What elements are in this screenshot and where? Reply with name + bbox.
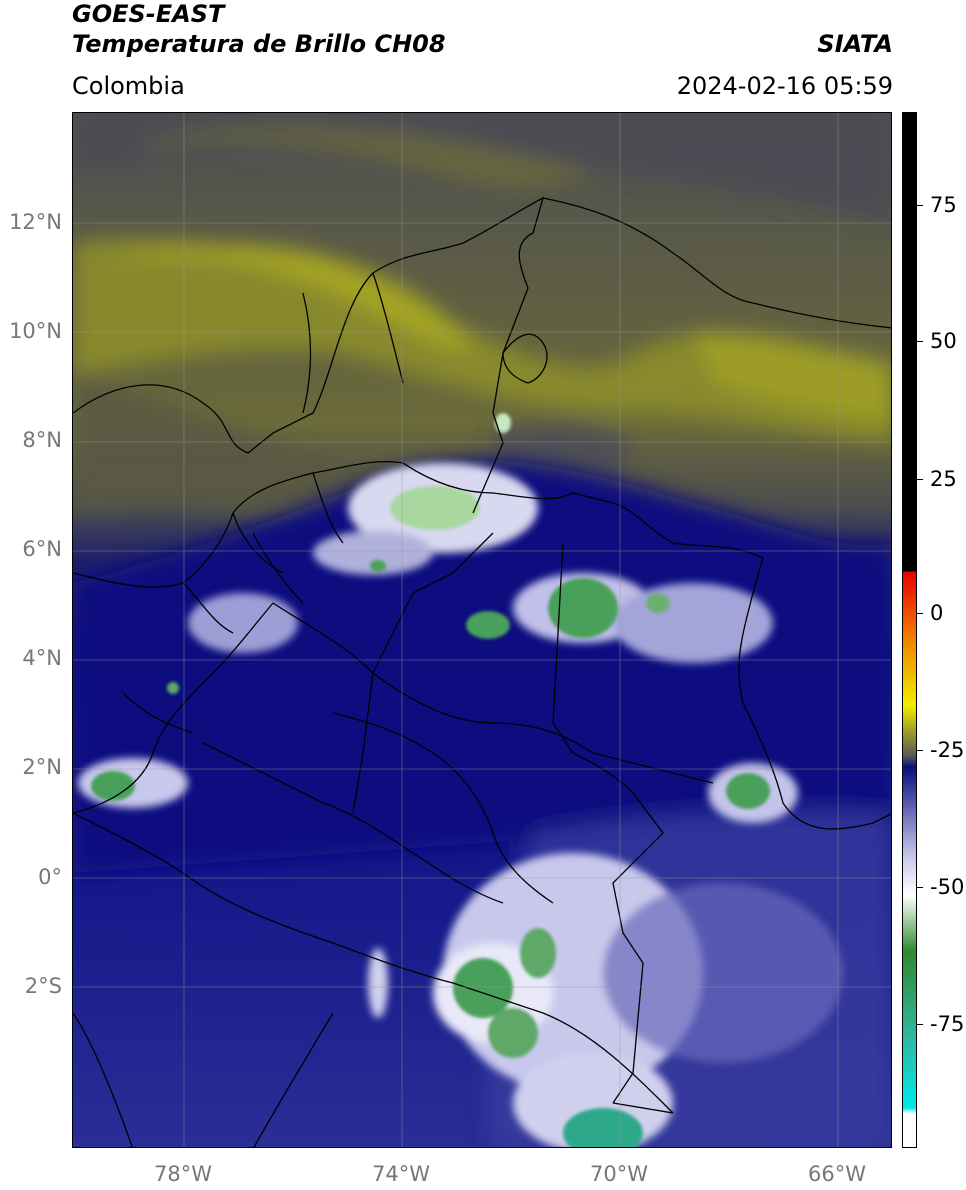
lat-label-4n: 4°N <box>22 646 62 670</box>
cb-tick <box>917 887 923 888</box>
cb-tick <box>917 613 923 614</box>
cb-label-neg50: -50 <box>930 875 965 899</box>
product-title: Temperatura de Brillo CH08 <box>72 30 446 58</box>
temperature-colorbar <box>902 112 917 1148</box>
cb-tick <box>917 341 923 342</box>
cb-tick <box>917 479 923 480</box>
datetime-label: 2024-02-16 05:59 <box>676 72 893 100</box>
region-label: Colombia <box>72 72 185 100</box>
borders-and-coastlines <box>73 196 891 1147</box>
lat-label-6n: 6°N <box>22 537 62 561</box>
dry-air-region <box>73 113 891 533</box>
cb-label-25: 25 <box>930 467 957 491</box>
cb-label-0: 0 <box>930 601 944 625</box>
satellite-map <box>72 112 892 1148</box>
cb-label-50: 50 <box>930 329 957 353</box>
brightness-temperature-image <box>73 113 891 1147</box>
cb-label-neg25: -25 <box>930 738 965 762</box>
lon-label-66w: 66°W <box>808 1162 866 1186</box>
lat-label-12n: 12°N <box>9 210 62 234</box>
lat-label-2s: 2°S <box>24 974 62 998</box>
cb-label-neg75: -75 <box>930 1012 965 1036</box>
lon-label-74w: 74°W <box>372 1162 430 1186</box>
cb-tick <box>917 1024 923 1025</box>
lon-label-78w: 78°W <box>154 1162 212 1186</box>
satellite-title: GOES-EAST <box>72 0 225 28</box>
cb-tick <box>917 750 923 751</box>
deep-convection <box>91 413 770 1147</box>
lon-label-70w: 70°W <box>590 1162 648 1186</box>
cb-tick <box>917 205 923 206</box>
lat-label-0: 0° <box>38 865 62 889</box>
agency-label: SIATA <box>817 30 893 58</box>
lat-label-2n: 2°N <box>22 755 62 779</box>
lat-label-10n: 10°N <box>9 319 62 343</box>
lat-label-8n: 8°N <box>22 428 62 452</box>
cb-label-75: 75 <box>930 193 957 217</box>
graticule <box>73 113 891 1147</box>
